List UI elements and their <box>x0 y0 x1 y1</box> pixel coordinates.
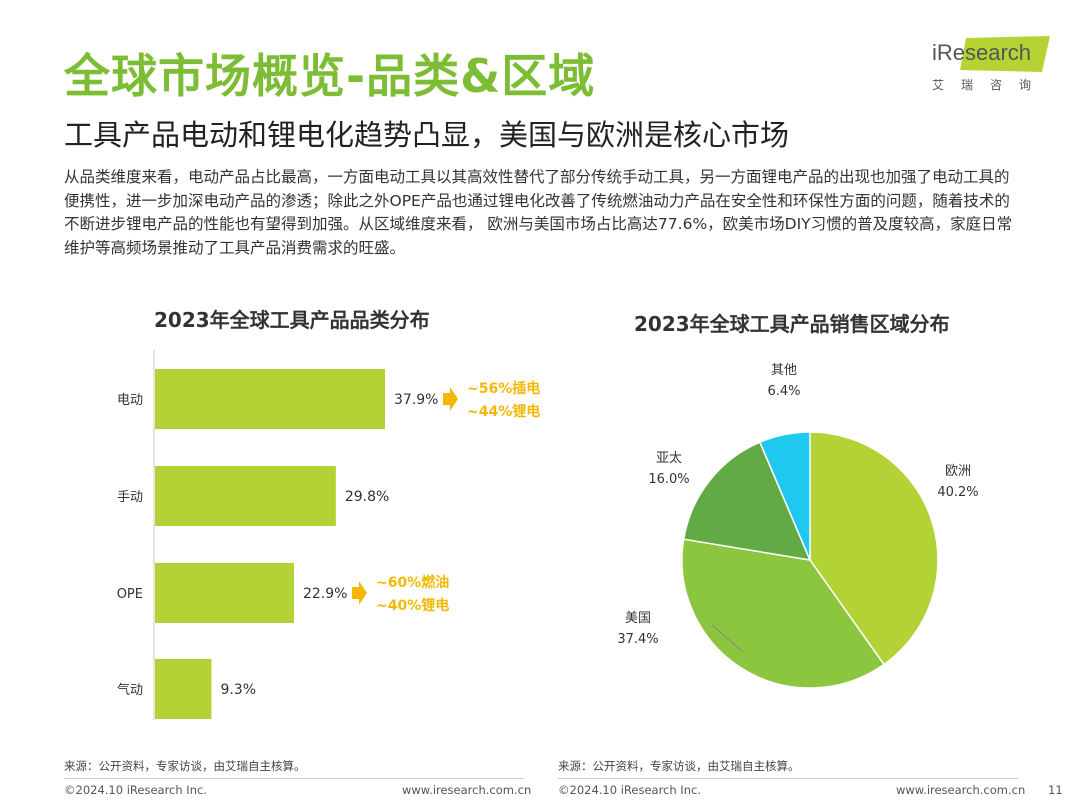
pie-slice <box>809 431 939 666</box>
pie-slice-label: 其他 <box>771 363 797 378</box>
page-subtitle: 工具产品电动和锂电化趋势凸显，美国与欧洲是核心市场 <box>64 118 790 152</box>
iresearch-logo: iResearch 艾瑞咨询 <box>926 36 1052 96</box>
copyright-left: ©2024.10 iResearch Inc. <box>64 783 207 797</box>
annotation-label: ~60%燃油 <box>376 574 449 591</box>
bar <box>155 563 294 623</box>
pie-slice <box>681 538 885 689</box>
pie-slice-value: 37.4% <box>617 632 658 647</box>
pie-slice-value: 40.2% <box>937 485 978 500</box>
page-title: 全球市场概览-品类&区域 <box>64 49 596 103</box>
bar-value-label: 22.9% <box>303 586 347 602</box>
pie-slice-value: 16.0% <box>648 472 689 487</box>
annotation-arrow-icon <box>443 387 458 411</box>
bar-value-label: 9.3% <box>220 682 256 698</box>
bar-category-label: 手动 <box>117 490 143 505</box>
bar-value-label: 37.9% <box>394 392 438 408</box>
pie-slice-label: 亚太 <box>656 451 682 466</box>
logo-subtitle: 艾瑞咨询 <box>932 78 1049 92</box>
bar-chart: 电动 37.9% 手动 29.8% OPE 22.9% 气动 9.3% ~56%插电 ~44%锂电… <box>117 350 540 720</box>
footer-divider-right <box>558 778 1018 779</box>
source-note-right: 来源：公开资料，专家访谈，由艾瑞自主核算。 <box>558 759 800 773</box>
bar-value-label: 29.8% <box>345 489 389 505</box>
annotation-label: ~40%锂电 <box>376 597 449 614</box>
logo-wordmark: iResearch <box>932 40 1032 65</box>
pie-slice-value: 6.4% <box>767 384 800 399</box>
page-number: 11 <box>1048 783 1063 797</box>
copyright-right: ©2024.10 iResearch Inc. <box>558 783 701 797</box>
bar-chart-title: 2023年全球工具产品品类分布 <box>154 308 430 332</box>
body-paragraph: 从品类维度来看，电动产品占比最高，一方面电动工具以其高效性替代了部分传统手动工具… <box>64 168 1013 257</box>
bar <box>155 466 336 526</box>
footer-divider-left <box>64 778 524 779</box>
pie-chart-title: 2023年全球工具产品销售区域分布 <box>634 312 950 336</box>
pie-slice <box>758 431 811 561</box>
source-note-left: 来源：公开资料，专家访谈，由艾瑞自主核算。 <box>64 759 306 773</box>
annotation-arrow-icon <box>351 581 367 605</box>
bar <box>155 369 385 429</box>
pie-chart: 欧洲 40.2% 美国 37.4% 亚太 16.0% 其他 6.4% <box>617 363 979 689</box>
bar-category-label: 电动 <box>117 393 143 408</box>
url-left: www.iresearch.com.cn <box>402 783 532 797</box>
bar <box>155 659 212 719</box>
annotation-label: ~44%锂电 <box>467 403 540 420</box>
annotation-label: ~56%插电 <box>467 380 540 397</box>
pie-slice-label: 欧洲 <box>945 464 971 479</box>
pie-leader-line <box>711 624 744 653</box>
logo-banner-shape <box>960 36 1050 72</box>
url-right: www.iresearch.com.cn <box>896 783 1026 797</box>
pie-slice-label: 美国 <box>625 611 651 626</box>
bar-category-label: 气动 <box>117 682 143 698</box>
pie-slice <box>682 441 812 561</box>
bar-category-label: OPE <box>117 587 143 602</box>
